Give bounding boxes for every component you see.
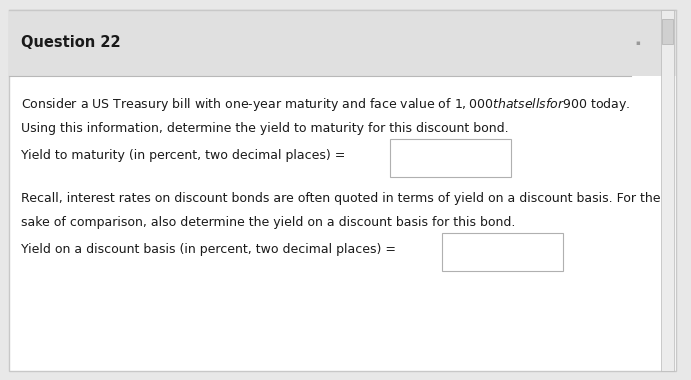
Text: Consider a US Treasury bill with one-year maturity and face value of $1,000 that: Consider a US Treasury bill with one-yea… [21,96,631,113]
Text: Yield on a discount basis (in percent, two decimal places) =: Yield on a discount basis (in percent, t… [21,243,397,256]
FancyBboxPatch shape [662,19,673,44]
Text: ▪: ▪ [636,40,640,46]
Text: Question 22: Question 22 [21,35,121,50]
Text: Using this information, determine the yield to maturity for this discount bond.: Using this information, determine the yi… [21,122,509,135]
Text: Yield to maturity (in percent, two decimal places) =: Yield to maturity (in percent, two decim… [21,149,346,162]
FancyBboxPatch shape [9,10,676,370]
FancyBboxPatch shape [442,233,563,271]
FancyBboxPatch shape [390,139,511,177]
Text: Recall, interest rates on discount bonds are often quoted in terms of yield on a: Recall, interest rates on discount bonds… [21,192,661,205]
Text: sake of comparison, also determine the yield on a discount basis for this bond.: sake of comparison, also determine the y… [21,216,515,229]
FancyBboxPatch shape [9,10,676,76]
FancyBboxPatch shape [661,10,674,370]
